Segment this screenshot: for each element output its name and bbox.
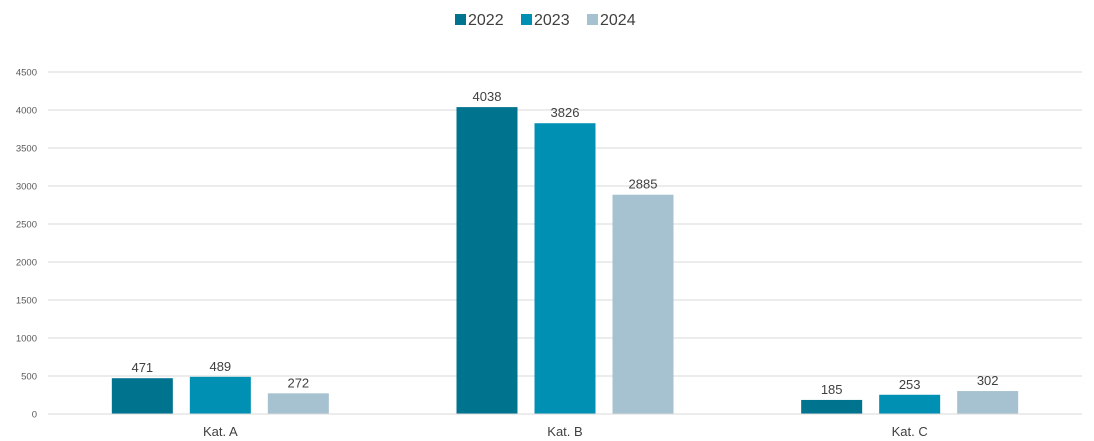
data-label: 4038 <box>473 89 502 104</box>
legend-label-2023: 2023 <box>534 12 570 29</box>
x-tick-label: Kat. A <box>203 424 238 439</box>
y-tick-label: 4500 <box>16 68 37 79</box>
bars-group <box>111 107 1019 414</box>
legend-swatch-2023 <box>521 14 532 25</box>
y-tick-label: 1000 <box>16 334 37 345</box>
legend: 2022 2023 2024 <box>455 12 636 29</box>
data-label: 489 <box>209 359 231 374</box>
data-label: 253 <box>899 377 921 392</box>
data-label: 3826 <box>551 105 580 120</box>
data-labels-group: 471 489 272 4038 3826 2885 185 253 302 <box>131 89 998 397</box>
bar-2022-kat-b <box>456 107 518 414</box>
y-tick-label: 1500 <box>16 296 37 307</box>
data-label: 2885 <box>629 177 658 192</box>
y-tick-label: 3500 <box>16 144 37 155</box>
legend-label-2022: 2022 <box>468 12 504 29</box>
bar-2024-kat-b <box>612 194 674 414</box>
y-axis: 0 500 1000 1500 2000 2500 3000 3500 4000 4500 <box>16 68 37 421</box>
x-tick-label: Kat. C <box>892 424 928 439</box>
y-tick-label: 3000 <box>16 182 37 193</box>
bar-2024-kat-a <box>267 393 329 414</box>
x-tick-label: Kat. B <box>547 424 582 439</box>
data-label: 471 <box>131 360 153 375</box>
y-tick-label: 500 <box>21 372 37 383</box>
data-label: 185 <box>821 382 843 397</box>
legend-swatch-2022 <box>455 14 466 25</box>
y-tick-label: 2500 <box>16 220 37 231</box>
bar-2024-kat-c <box>957 391 1019 414</box>
bar-2023-kat-c <box>879 394 941 414</box>
bar-2023-kat-a <box>189 376 251 414</box>
y-tick-label: 4000 <box>16 106 37 117</box>
y-tick-label: 2000 <box>16 258 37 269</box>
bar-2022-kat-a <box>111 378 173 414</box>
legend-label-2024: 2024 <box>600 12 636 29</box>
bar-2022-kat-c <box>801 399 863 414</box>
y-tick-label: 0 <box>32 410 37 421</box>
legend-swatch-2024 <box>587 14 598 25</box>
data-label: 272 <box>287 375 309 390</box>
x-axis: Kat. A Kat. B Kat. C <box>48 413 1082 439</box>
data-label: 302 <box>977 373 999 388</box>
bar-2023-kat-b <box>534 123 596 414</box>
